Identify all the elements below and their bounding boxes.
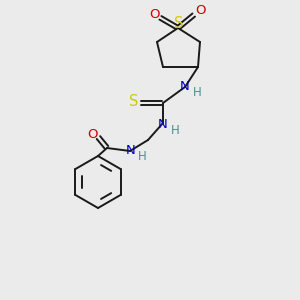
Text: N: N bbox=[180, 80, 190, 92]
Text: O: O bbox=[149, 8, 159, 20]
Text: O: O bbox=[195, 4, 205, 17]
Text: H: H bbox=[171, 124, 179, 136]
Text: N: N bbox=[126, 143, 136, 157]
Text: N: N bbox=[158, 118, 168, 130]
Text: H: H bbox=[193, 85, 201, 98]
Text: S: S bbox=[129, 94, 139, 110]
Text: H: H bbox=[138, 151, 146, 164]
Text: S: S bbox=[174, 16, 184, 32]
Text: O: O bbox=[87, 128, 97, 142]
